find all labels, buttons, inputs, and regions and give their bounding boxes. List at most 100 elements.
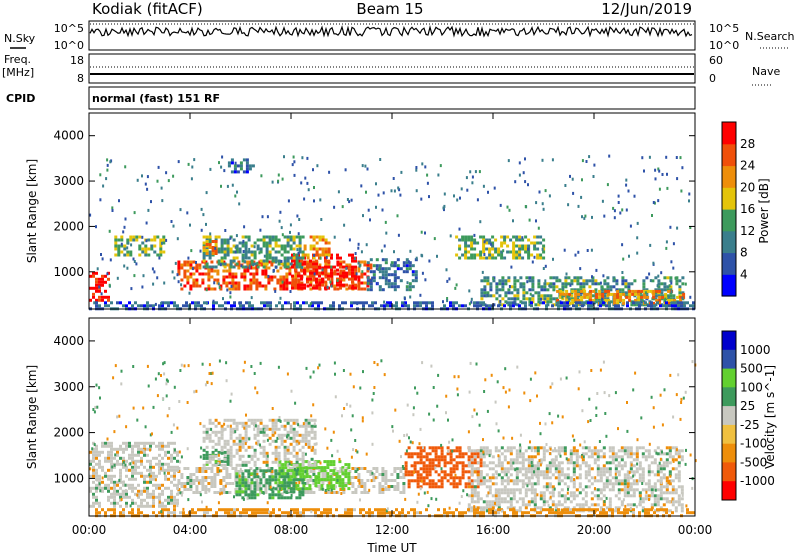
velocity-cell — [326, 475, 330, 479]
power-cell — [361, 270, 364, 274]
velocity-cell — [563, 497, 567, 501]
power-cell — [225, 275, 229, 279]
power-cell — [265, 253, 269, 257]
velocity-cell — [110, 468, 113, 472]
velocity-cell — [222, 491, 226, 494]
velocity-cell — [305, 469, 309, 473]
velocity-cell — [572, 491, 576, 495]
velocity-cell — [295, 451, 299, 455]
velocity-cell — [268, 493, 272, 497]
power-cell — [480, 288, 484, 292]
power-cell — [503, 256, 507, 260]
velocity-cell — [228, 482, 232, 485]
power-cell — [570, 294, 574, 298]
power-cell — [585, 282, 589, 286]
velocity-cell — [225, 491, 229, 494]
power-cell — [305, 301, 308, 305]
velocity-cell — [152, 511, 155, 515]
power-cell — [271, 247, 275, 251]
velocity-cell — [286, 475, 290, 479]
velocity-cell — [635, 452, 639, 456]
power-cell — [306, 181, 309, 185]
power-cell — [613, 292, 617, 296]
velocity-cell — [548, 467, 552, 471]
power-cell — [564, 184, 567, 187]
power-cell — [141, 174, 143, 178]
velocity-cell — [92, 495, 95, 499]
power-cell — [229, 247, 233, 251]
velocity-cell — [234, 470, 238, 473]
velocity-cell — [259, 469, 263, 473]
velocity-cell — [155, 456, 158, 460]
velocity-cell — [677, 470, 681, 474]
power-cell — [530, 241, 534, 245]
power-cell — [296, 248, 299, 252]
velocity-cell — [134, 444, 137, 448]
power-cell — [497, 253, 501, 257]
velocity-cell — [467, 476, 471, 480]
velocity-cell — [222, 479, 226, 482]
velocity-cell — [440, 452, 444, 456]
power-cell — [419, 293, 422, 297]
velocity-cell — [518, 455, 522, 459]
power-cell — [294, 268, 297, 272]
power-cell — [285, 287, 289, 291]
power-cell — [537, 303, 541, 307]
velocity-cell — [623, 449, 627, 453]
power-cell — [189, 223, 191, 227]
power-cell — [453, 194, 455, 198]
power-cell — [150, 200, 152, 204]
velocity-cell — [497, 500, 501, 504]
power-cell — [407, 304, 410, 308]
velocity-cell — [521, 464, 525, 468]
power-cell — [576, 276, 580, 280]
velocity-cell — [455, 476, 459, 480]
velocity-cell — [653, 449, 657, 453]
power-cell — [500, 244, 504, 248]
velocity-cell — [455, 449, 459, 453]
velocity-cell — [569, 500, 573, 504]
power-cell — [270, 275, 274, 279]
velocity-cell — [280, 436, 284, 440]
power-cell — [280, 253, 284, 257]
power-cell — [213, 281, 216, 285]
power-cell — [626, 304, 629, 308]
power-cell — [625, 183, 628, 187]
power-cell — [239, 161, 243, 165]
power-cell — [306, 156, 309, 160]
power-cell — [357, 275, 361, 279]
power-cell — [183, 263, 187, 267]
power-cell — [491, 241, 495, 245]
velocity-cell — [211, 454, 215, 458]
power-cell — [243, 269, 247, 273]
velocity-cell — [551, 464, 555, 468]
velocity-cell — [167, 444, 170, 448]
velocity-cell — [220, 436, 224, 440]
velocity-cell — [428, 479, 432, 483]
velocity-cell — [524, 473, 528, 477]
power-cell — [533, 247, 537, 251]
velocity-cell — [443, 476, 447, 480]
power-cell — [375, 264, 379, 268]
velocity-cell — [226, 453, 230, 457]
velocity-cell — [656, 467, 660, 471]
power-cell — [480, 294, 484, 298]
power-cell — [98, 285, 101, 289]
velocity-cell — [665, 488, 669, 492]
velocity-cell — [180, 476, 184, 479]
power-cell — [286, 265, 290, 269]
velocity-cell — [247, 469, 251, 473]
velocity-cell — [309, 479, 313, 482]
velocity-cell — [149, 504, 152, 508]
velocity-cell — [176, 483, 179, 487]
velocity-cell — [638, 446, 642, 450]
power-cell — [286, 241, 290, 245]
velocity-cell — [125, 474, 128, 478]
power-cell — [126, 250, 130, 254]
velocity-cell — [113, 456, 116, 460]
power-cell — [114, 238, 118, 242]
velocity-cell — [241, 478, 245, 482]
velocity-cell — [152, 471, 155, 475]
velocity-cell — [119, 495, 122, 499]
velocity-cell — [195, 491, 199, 494]
